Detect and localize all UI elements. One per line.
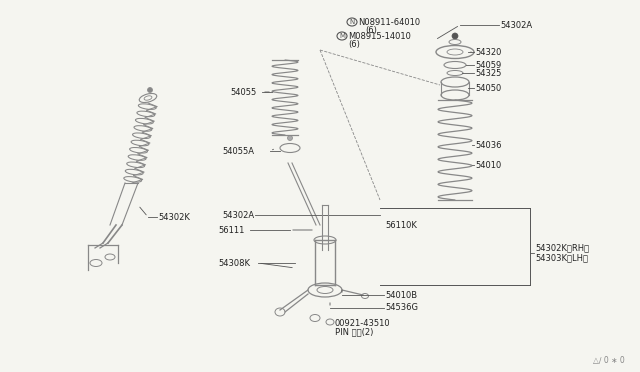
Text: 54302A: 54302A bbox=[222, 211, 254, 219]
Ellipse shape bbox=[441, 90, 469, 100]
Text: M: M bbox=[339, 33, 345, 39]
Text: 54050: 54050 bbox=[475, 83, 501, 93]
Text: 00921-43510: 00921-43510 bbox=[335, 320, 390, 328]
Text: 56111: 56111 bbox=[218, 225, 244, 234]
Text: 54059: 54059 bbox=[475, 61, 501, 70]
Text: 54303K（LH）: 54303K（LH） bbox=[535, 253, 588, 263]
Text: PIN ピン(2): PIN ピン(2) bbox=[335, 327, 373, 337]
Text: N: N bbox=[349, 19, 355, 25]
Text: 54302K: 54302K bbox=[158, 212, 190, 221]
Text: N08911-64010: N08911-64010 bbox=[358, 17, 420, 26]
Text: 54055A: 54055A bbox=[222, 147, 254, 155]
Text: 54010: 54010 bbox=[475, 160, 501, 170]
Ellipse shape bbox=[287, 135, 292, 141]
Ellipse shape bbox=[452, 33, 458, 39]
Ellipse shape bbox=[314, 236, 336, 244]
Text: 54320: 54320 bbox=[475, 48, 501, 57]
Text: 54536G: 54536G bbox=[385, 304, 418, 312]
Ellipse shape bbox=[147, 87, 152, 93]
Text: 54055: 54055 bbox=[230, 87, 256, 96]
Text: 54302K（RH）: 54302K（RH） bbox=[535, 244, 589, 253]
Text: 54308K: 54308K bbox=[218, 259, 250, 267]
Text: 54036: 54036 bbox=[475, 141, 502, 150]
Text: (6): (6) bbox=[365, 26, 377, 35]
Text: 54325: 54325 bbox=[475, 68, 501, 77]
Text: 54010B: 54010B bbox=[385, 291, 417, 299]
Text: M08915-14010: M08915-14010 bbox=[348, 32, 411, 41]
Text: △∕ 0 ∗ 0: △∕ 0 ∗ 0 bbox=[593, 356, 625, 365]
Text: 56110K: 56110K bbox=[385, 221, 417, 230]
Text: 54302A: 54302A bbox=[500, 20, 532, 29]
Text: (6): (6) bbox=[348, 39, 360, 48]
